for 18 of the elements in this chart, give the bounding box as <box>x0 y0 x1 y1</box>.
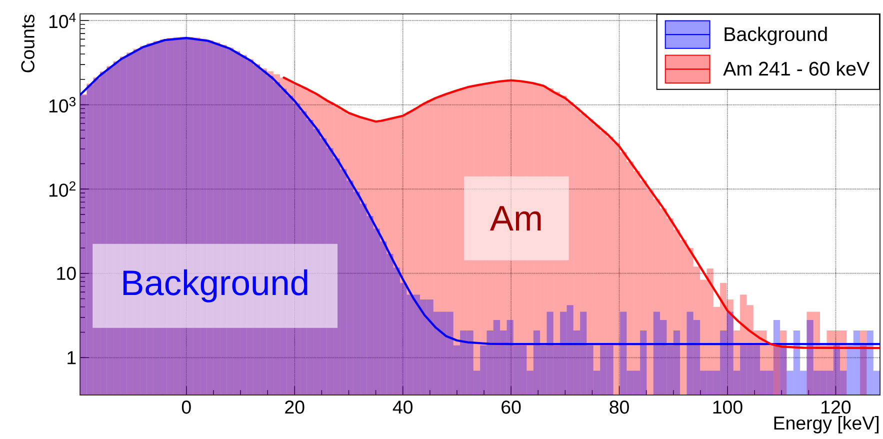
x-tick-label: 20 <box>285 400 304 414</box>
x-tick-label: 0 <box>182 400 191 414</box>
y-tick-label: 1 <box>68 351 76 364</box>
y-tick-label: 10$^{4}$ <box>49 13 76 28</box>
y-tick-label: 10$^{3}$ <box>49 97 76 113</box>
x-tick-label: 60 <box>502 400 521 414</box>
y-tick-label: 10$^{2}$ <box>49 182 76 198</box>
legend-label: Background <box>724 26 827 46</box>
y-tick-label: 10 <box>57 266 76 280</box>
legend-label: Am 241 - 60 keV <box>723 62 870 76</box>
x-tick-label: 80 <box>610 400 629 414</box>
x-axis-title: Energy [keV] <box>774 416 878 434</box>
x-tick-label: 100 <box>713 400 742 414</box>
y-axis-title: Counts <box>21 14 34 73</box>
annotation: Am <box>490 206 541 231</box>
annotation: Background <box>123 270 308 303</box>
x-tick-label: 120 <box>822 400 851 414</box>
x-tick-label: 40 <box>392 400 412 414</box>
